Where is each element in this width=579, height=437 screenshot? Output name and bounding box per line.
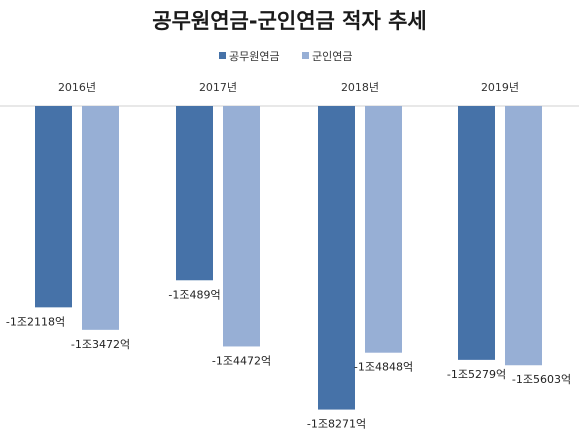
category-label-1: 2017년 bbox=[199, 81, 237, 94]
bar-military-1 bbox=[223, 106, 260, 347]
chart-title: 공무원연금-군인연금 적자 추세 bbox=[152, 9, 427, 33]
legend-label-pension-civil: 공무원연금 bbox=[229, 50, 280, 63]
data-label-military-2: -1조4848억 bbox=[354, 361, 413, 374]
legend-label-pension-military: 군인연금 bbox=[312, 50, 352, 63]
bars bbox=[35, 106, 542, 410]
data-labels: -1조2118억 -1조3472억 -1조489억 -1조4472억 -1조8271억 -… bbox=[6, 288, 571, 430]
bar-military-2 bbox=[365, 106, 402, 353]
data-label-civil-2: -1조8271억 bbox=[307, 418, 366, 431]
bar-military-0 bbox=[82, 106, 119, 330]
bar-civil-2 bbox=[318, 106, 355, 410]
data-label-civil-1: -1조489억 bbox=[168, 288, 220, 301]
bar-military-3 bbox=[505, 106, 542, 366]
category-label-0: 2016년 bbox=[58, 81, 96, 94]
category-labels: 2016년 2017년 2018년 2019년 bbox=[58, 81, 519, 94]
data-label-military-0: -1조3472억 bbox=[71, 338, 130, 351]
data-label-civil-3: -1조5279억 bbox=[447, 368, 506, 381]
bar-civil-1 bbox=[176, 106, 213, 281]
data-label-civil-0: -1조2118억 bbox=[6, 315, 65, 328]
category-label-3: 2019년 bbox=[481, 81, 519, 94]
bar-civil-3 bbox=[458, 106, 495, 360]
legend-swatch-pension-military bbox=[302, 52, 309, 59]
bar-civil-0 bbox=[35, 106, 72, 308]
legend-swatch-pension-civil bbox=[219, 52, 226, 59]
category-label-2: 2018년 bbox=[341, 81, 379, 94]
data-label-military-3: -1조5603억 bbox=[512, 373, 571, 386]
data-label-military-1: -1조4472억 bbox=[212, 354, 271, 367]
legend: 공무원연금 군인연금 bbox=[219, 50, 352, 63]
